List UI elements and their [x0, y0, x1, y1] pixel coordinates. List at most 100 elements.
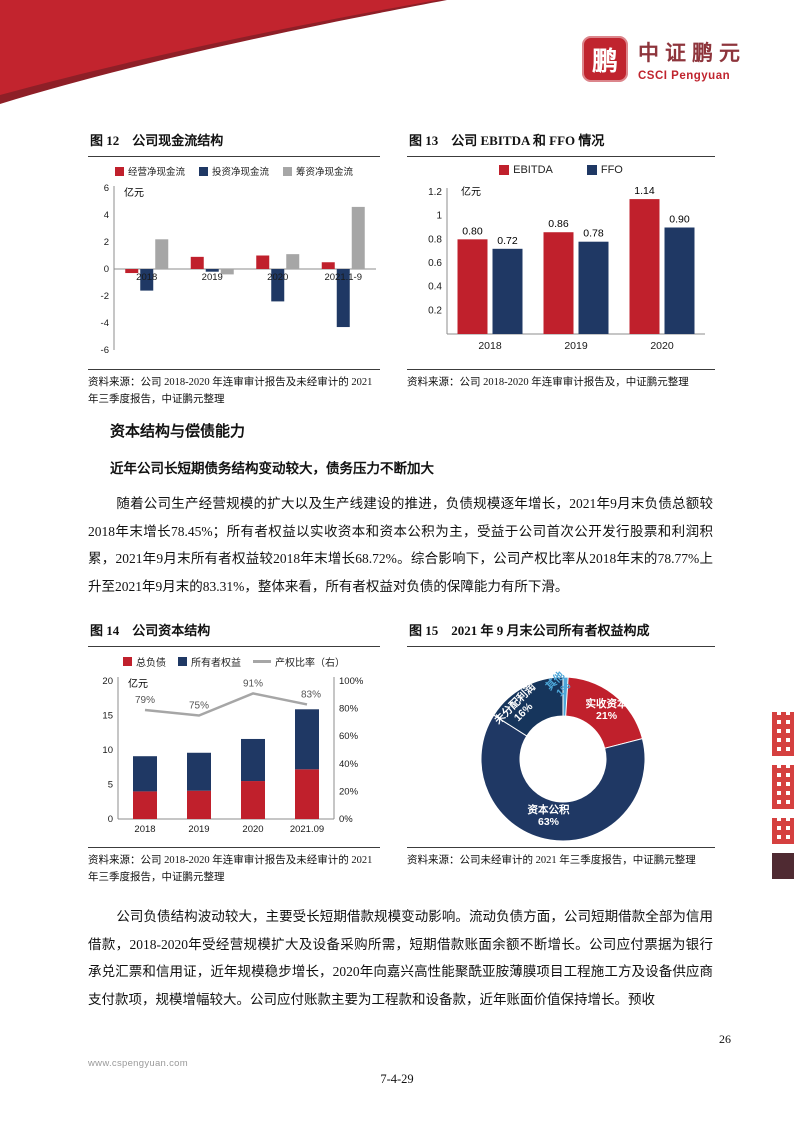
legend-swatch-icon: [586, 165, 597, 175]
figure-14-legend: 总负债 所有者权益 产权比率（右）: [88, 647, 380, 669]
figure-12-title: 图 12 公司现金流结构: [90, 133, 224, 148]
svg-text:0.4: 0.4: [428, 282, 442, 293]
legend-swatch-icon: [283, 166, 292, 176]
paragraph-1: 随着公司生产经营规模的扩大以及生产线建设的推进，负债规模逐年增长，2021年9月…: [88, 496, 713, 594]
header-red-swoosh: [0, 0, 447, 104]
figure-15-body: 实收资本 21% 资本公积 63% 未分配利润16% 其他1%: [407, 647, 715, 847]
legend-swatch-icon: [114, 166, 124, 176]
footer-page-code: 7-4-29: [380, 1072, 414, 1086]
legend-label: 筹资净现金流: [296, 167, 354, 178]
figure-15: 图 15 2021 年 9 月末公司所有者权益构成 实收资本 21% 资本公积 63%…: [407, 620, 715, 870]
svg-text:1.14: 1.14: [634, 185, 655, 197]
legend-item: 产权比率（右）: [253, 654, 345, 669]
legend-label: EBITDA: [513, 164, 553, 176]
svg-text:0.86: 0.86: [548, 218, 569, 230]
svg-text:2019: 2019: [202, 272, 223, 283]
svg-text:0.72: 0.72: [497, 235, 518, 247]
svg-text:-2: -2: [101, 291, 109, 302]
legend-item: 经营净现金流: [114, 164, 185, 178]
svg-text:亿元: 亿元: [128, 677, 148, 690]
figure-15-source: 资料来源：公司未经审计的 2021 年三季度报告，中证鹏元整理: [407, 855, 696, 866]
legend-label: 总负债: [136, 658, 166, 669]
svg-text:2019: 2019: [188, 824, 209, 835]
figure-13-source: 资料来源：公司 2018-2020 年连审审计报告及，中证鹏元整理: [407, 377, 689, 388]
svg-text:0.6: 0.6: [428, 258, 442, 269]
figure-14-title: 图 14 公司资本结构: [90, 623, 211, 638]
svg-text:40%: 40%: [339, 759, 359, 770]
legend-line-icon: [253, 660, 271, 663]
svg-text:5: 5: [108, 780, 113, 791]
figure-14-source: 资料来源：公司 2018-2020 年连审审计报告及未经审计的 2021 年三季…: [88, 855, 373, 883]
legend-swatch-icon: [178, 657, 187, 666]
figure-12-source: 资料来源：公司 2018-2020 年连审审计报告及未经审计的 2021 年三季…: [88, 377, 373, 405]
section-heading: 资本结构与偿债能力: [110, 424, 246, 440]
section-subheading: 近年公司长短期债务结构变动较大，债务压力不断加大: [110, 461, 434, 476]
footer-url: www.cspengyuan.com: [88, 1058, 188, 1069]
logo-text: 中证鹏元 CSCI Pengyuan: [638, 37, 746, 82]
svg-text:2021.09: 2021.09: [290, 824, 324, 835]
capital-structure-chart: 20 15 10 5 0 100% 80% 60% 40% 20% 0% 亿元 2018 2019 2020…: [102, 676, 364, 835]
svg-text:2: 2: [104, 237, 109, 248]
cashflow-bar-chart: 6 4 2 0 -2 -4 -6 亿元 2018 2019 2020 2021.1-9: [101, 183, 376, 356]
svg-text:79%: 79%: [135, 695, 155, 706]
svg-text:10: 10: [102, 745, 113, 756]
svg-text:91%: 91%: [243, 678, 263, 689]
legend-item: 总负债: [123, 654, 166, 669]
figure-13: 图 13 公司 EBITDA 和 FFO 情况 EBITDA FFO 1.2 1 0…: [407, 130, 715, 392]
legend-item: 投资净现金流: [198, 164, 269, 178]
legend-item: FFO: [586, 164, 623, 176]
legend-item: 筹资净现金流: [283, 164, 353, 178]
svg-text:0: 0: [104, 264, 109, 275]
legend-swatch-icon: [123, 657, 132, 666]
svg-text:2020: 2020: [650, 340, 674, 352]
red-seal-watermark: [772, 712, 794, 879]
svg-text:2021.1-9: 2021.1-9: [324, 272, 362, 283]
figure-13-bottom-rule: [407, 369, 715, 370]
figure-14-top-rule: [88, 646, 380, 647]
svg-text:1.2: 1.2: [428, 187, 442, 198]
svg-text:0%: 0%: [339, 814, 353, 825]
svg-text:6: 6: [104, 183, 109, 194]
figure-13-body: EBITDA FFO 1.2 1 0.8 0.6 0.4 0.2 亿元 0.80 0.72 201…: [407, 157, 715, 369]
svg-text:0.2: 0.2: [428, 305, 442, 316]
seal-glyph: [772, 765, 794, 809]
paragraph-2: 公司负债结构波动较大，主要受长短期借款规模变动影响。流动负债方面，公司短期借款全…: [88, 909, 713, 1007]
figure-13-top-rule: [407, 156, 715, 157]
figure-14-bottom-rule: [88, 847, 380, 848]
figure-13-legend: EBITDA FFO: [407, 157, 715, 176]
page-number: 26: [719, 1032, 731, 1046]
svg-text:2020: 2020: [242, 824, 263, 835]
svg-text:2018: 2018: [478, 340, 502, 352]
svg-text:-6: -6: [101, 345, 109, 356]
legend-label: 经营净现金流: [127, 167, 185, 178]
figure-13-title: 图 13 公司 EBITDA 和 FFO 情况: [409, 133, 605, 148]
svg-text:4: 4: [104, 210, 109, 221]
svg-text:1: 1: [436, 211, 442, 222]
svg-text:100%: 100%: [339, 676, 364, 687]
legend-label: 所有者权益: [191, 658, 241, 669]
svg-text:亿元: 亿元: [461, 185, 481, 198]
ebitda-ffo-bar-chart: 1.2 1 0.8 0.6 0.4 0.2 亿元 0.80 0.72 2018 0.86 0.78 20…: [428, 185, 705, 352]
figure-15-title: 图 15 2021 年 9 月末公司所有者权益构成: [409, 623, 650, 638]
logo-en-name: CSCI Pengyuan: [638, 69, 731, 82]
seal-glyph-dark: [772, 853, 794, 879]
seal-glyph: [772, 818, 794, 844]
svg-text:0.8: 0.8: [428, 234, 442, 245]
svg-text:0.90: 0.90: [669, 214, 690, 226]
figure-14: 图 14 公司资本结构 总负债 所有者权益 产权比率（右） 20 15 10 5 0 10…: [88, 620, 380, 886]
svg-text:-4: -4: [101, 318, 109, 329]
legend-item: 所有者权益: [178, 654, 241, 669]
seal-glyph: [772, 712, 794, 756]
equity-composition-donut-chart: 实收资本 21%资本公积 63%未分配利润16%其他1%: [480, 668, 646, 842]
svg-text:83%: 83%: [301, 689, 321, 700]
figure-12-body: 经营净现金流 投资净现金流 筹资净现金流 6 4 2 0 -2 -4 -6 亿元 2018 201…: [88, 157, 380, 369]
figure-12-bottom-rule: [88, 369, 380, 370]
svg-text:15: 15: [102, 711, 113, 722]
svg-text:60%: 60%: [339, 731, 359, 742]
svg-text:0.80: 0.80: [462, 225, 483, 237]
svg-text:75%: 75%: [189, 701, 209, 712]
figure-14-body: 总负债 所有者权益 产权比率（右） 20 15 10 5 0 100% 80% 60% 40% 2…: [88, 647, 380, 847]
